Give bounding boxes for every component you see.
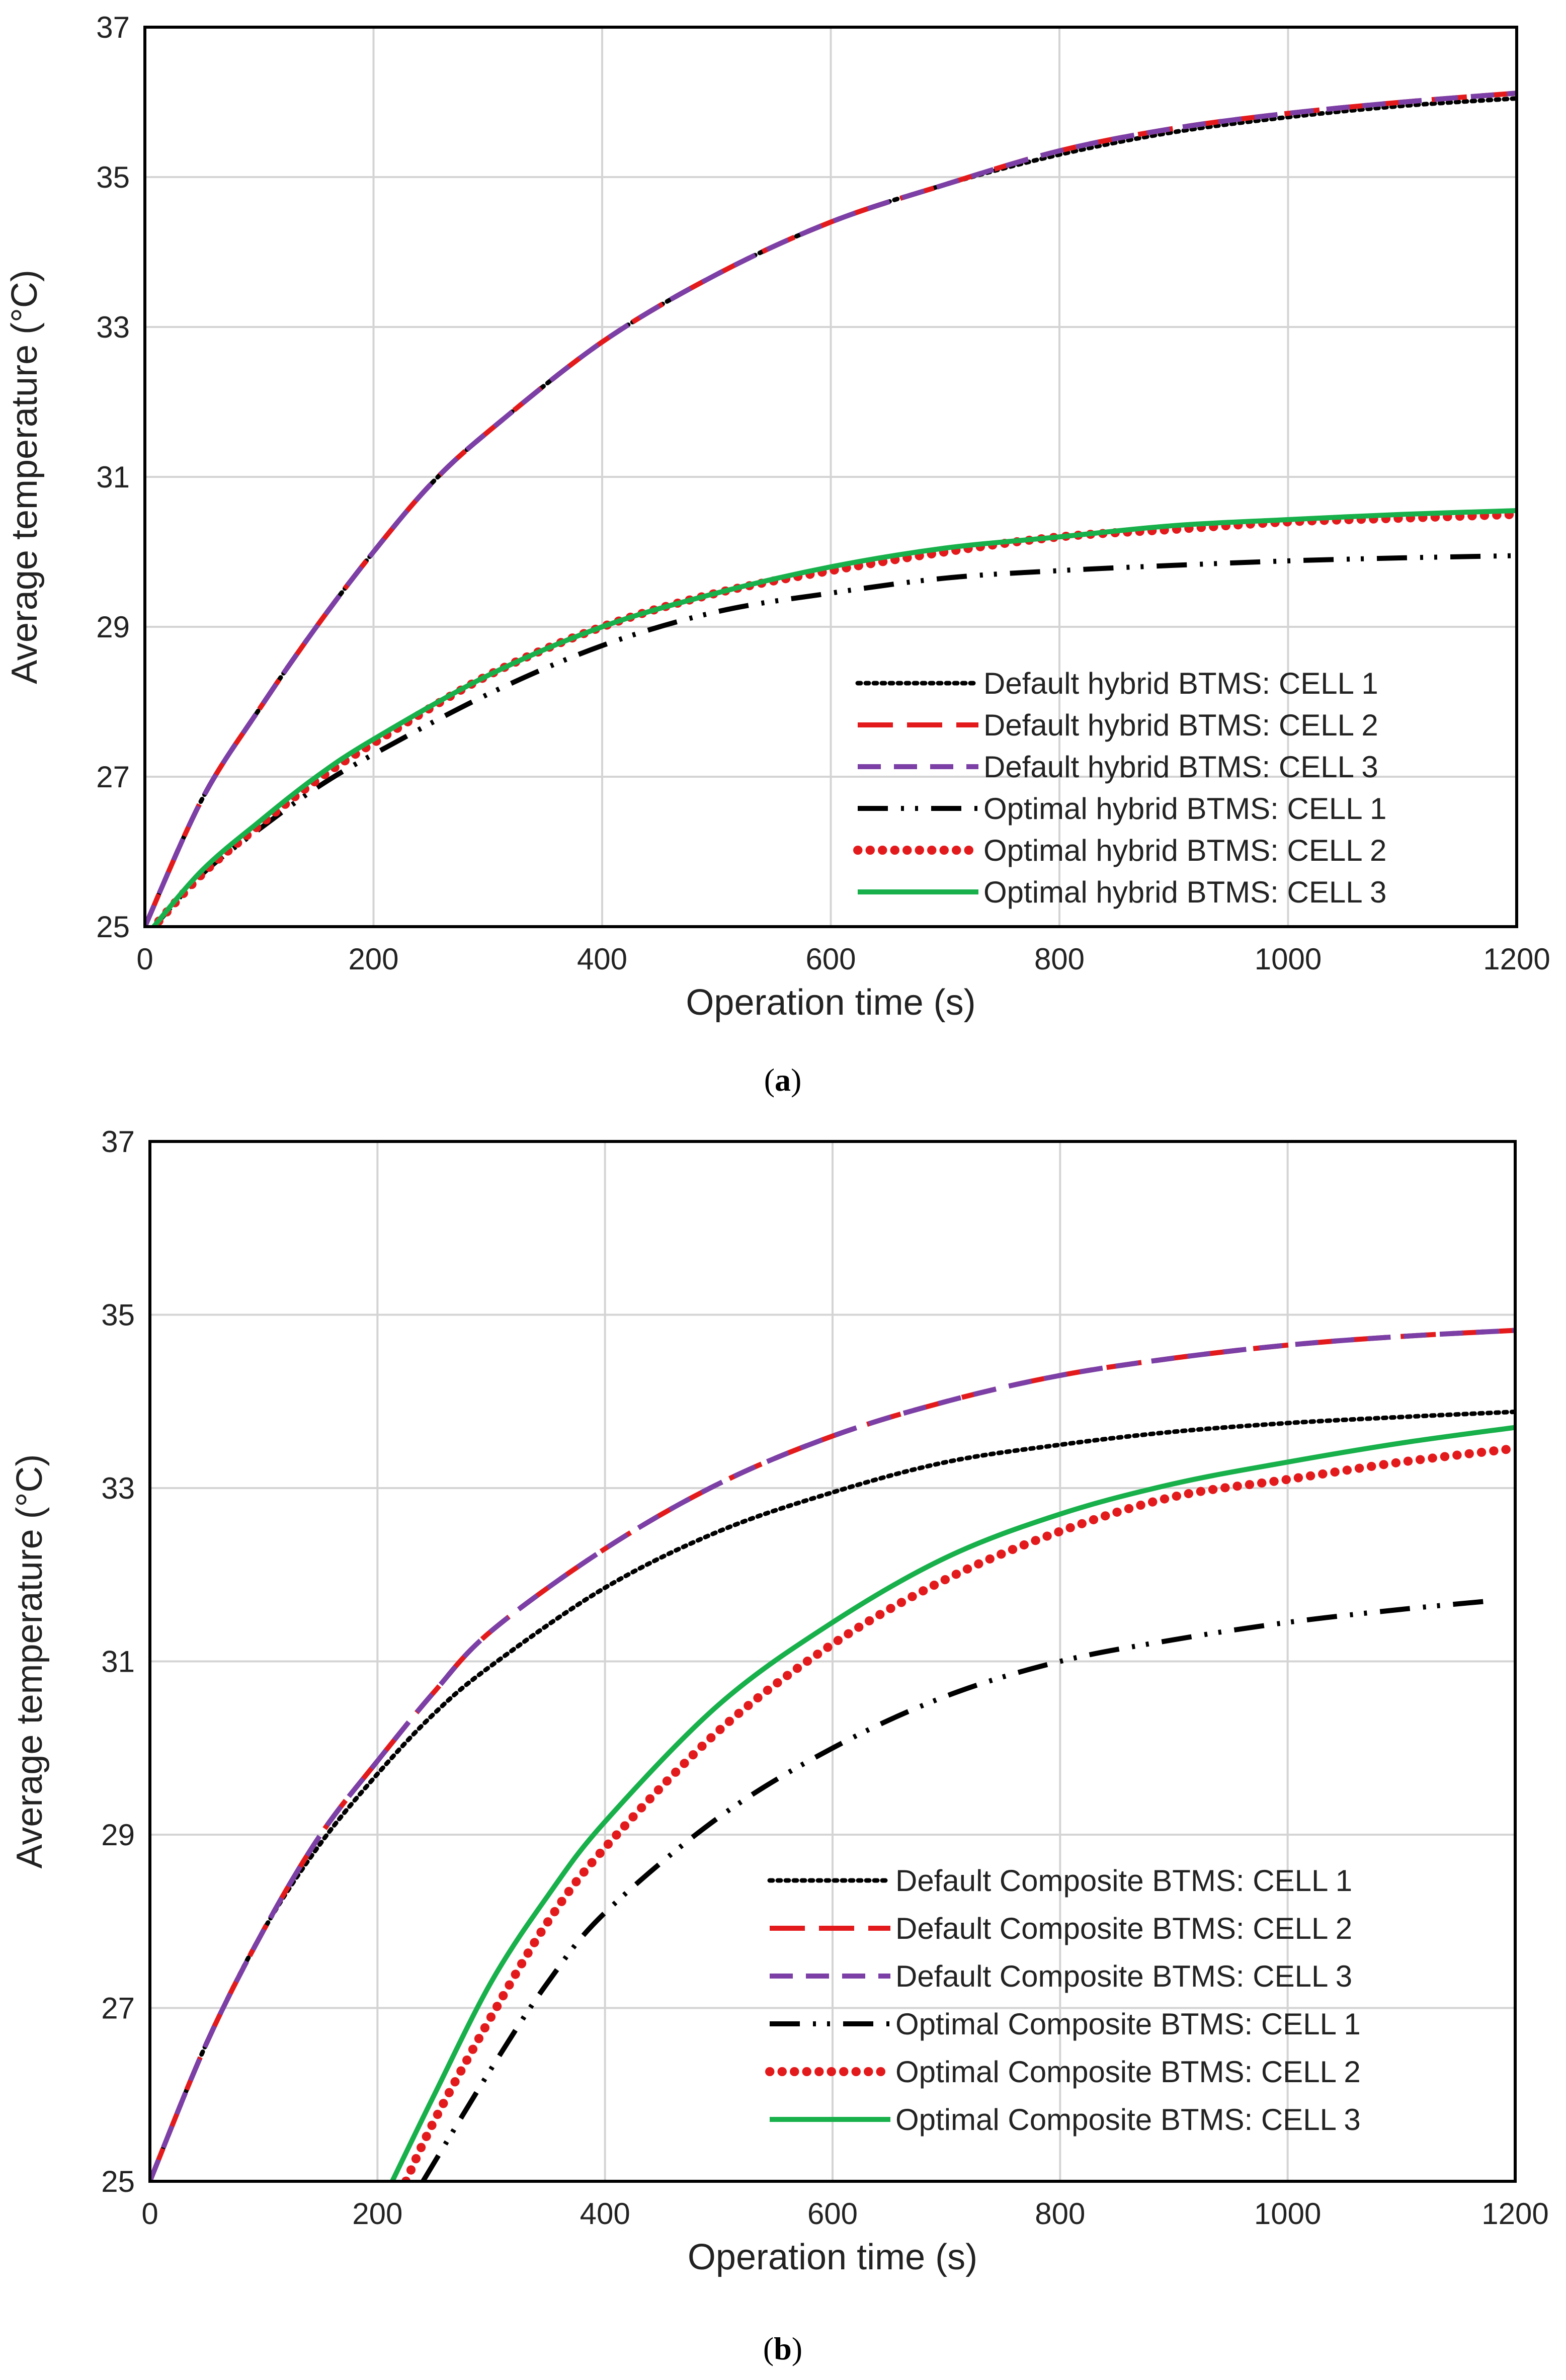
x-tick-label: 600	[807, 2197, 858, 2231]
x-axis-title: Operation time (s)	[686, 982, 975, 1023]
series-group	[150, 1328, 1515, 2181]
y-tick-label: 31	[96, 460, 130, 494]
x-tick-label: 400	[577, 942, 627, 976]
y-tick-label: 27	[96, 760, 130, 794]
series-line	[150, 508, 1517, 927]
legend-label: Default hybrid BTMS: CELL 2	[983, 708, 1378, 742]
series-line	[150, 1328, 1515, 2181]
y-tick-label: 37	[96, 11, 130, 44]
y-tick-label: 33	[96, 310, 130, 344]
y-tick-label: 29	[101, 1818, 135, 1852]
y-tick-label: 25	[96, 910, 130, 944]
legend-label: Optimal hybrid BTMS: CELL 2	[983, 834, 1386, 867]
legend-label: Optimal Composite BTMS: CELL 2	[895, 2055, 1361, 2089]
y-tick-label: 31	[101, 1645, 135, 1679]
y-tick-label: 37	[101, 1125, 135, 1159]
legend-label: Default Composite BTMS: CELL 2	[895, 1912, 1352, 1945]
legend: Default Composite BTMS: CELL 1 Default Co…	[765, 1864, 1361, 2137]
legend-label: Optimal Composite BTMS: CELL 3	[895, 2103, 1361, 2137]
y-tick-label: 35	[96, 160, 130, 194]
x-tick-label: 1200	[1481, 2197, 1548, 2231]
y-tick-label: 33	[101, 1471, 135, 1505]
x-tick-label: 800	[1034, 942, 1085, 976]
x-tick-label: 1000	[1255, 942, 1322, 976]
y-axis-title: Average temperature (°C)	[5, 270, 45, 684]
legend-label: Optimal hybrid BTMS: CELL 1	[983, 792, 1386, 826]
x-tick-label: 200	[352, 2197, 402, 2231]
x-tick-label: 0	[141, 2197, 158, 2231]
x-tick-label: 1000	[1254, 2197, 1321, 2231]
y-tick-label: 25	[101, 2165, 135, 2198]
y-tick-label: 27	[101, 1992, 135, 2025]
y-tick-label: 29	[96, 610, 130, 644]
x-tick-label: 0	[136, 942, 153, 976]
panel-caption: (b)	[763, 2331, 802, 2366]
panel-b: 0 200 400 600 800 1000 1200 25 27 29 31 33 35 37 Opera…	[10, 1125, 1549, 2366]
plot-frame	[143, 26, 1518, 928]
x-tick-label: 400	[580, 2197, 630, 2231]
x-tick-label: 1200	[1483, 942, 1550, 976]
legend: Default hybrid BTMS: CELL 1 Default hybri…	[853, 667, 1386, 909]
x-tick-label: 200	[348, 942, 398, 976]
legend-label: Optimal Composite BTMS: CELL 1	[895, 2007, 1361, 2041]
legend-label: Default hybrid BTMS: CELL 3	[983, 750, 1378, 784]
legend-label: Default Composite BTMS: CELL 3	[895, 1959, 1352, 1993]
x-axis-title: Operation time (s)	[688, 2237, 977, 2277]
x-tick-label: 800	[1035, 2197, 1085, 2231]
legend-label: Default hybrid BTMS: CELL 1	[983, 667, 1378, 700]
series-line	[390, 1425, 1515, 2181]
plot-frame	[148, 1140, 1517, 2183]
series-line	[421, 1598, 1493, 2181]
series-line	[401, 1444, 1514, 2181]
x-tick-label: 600	[805, 942, 856, 976]
series-line	[145, 91, 1517, 927]
series-line	[150, 553, 1517, 927]
panel-a: 0 200 400 600 800 1000 1200 25 27 29 31 33 35 37 Opera…	[5, 11, 1550, 1098]
legend-label: Default Composite BTMS: CELL 1	[895, 1864, 1352, 1898]
y-axis-title: Average temperature (°C)	[10, 1454, 50, 1869]
series-group	[145, 91, 1517, 927]
y-tick-label: 35	[101, 1298, 135, 1332]
legend-label: Optimal hybrid BTMS: CELL 3	[983, 875, 1386, 909]
panel-caption: (a)	[764, 1062, 802, 1098]
